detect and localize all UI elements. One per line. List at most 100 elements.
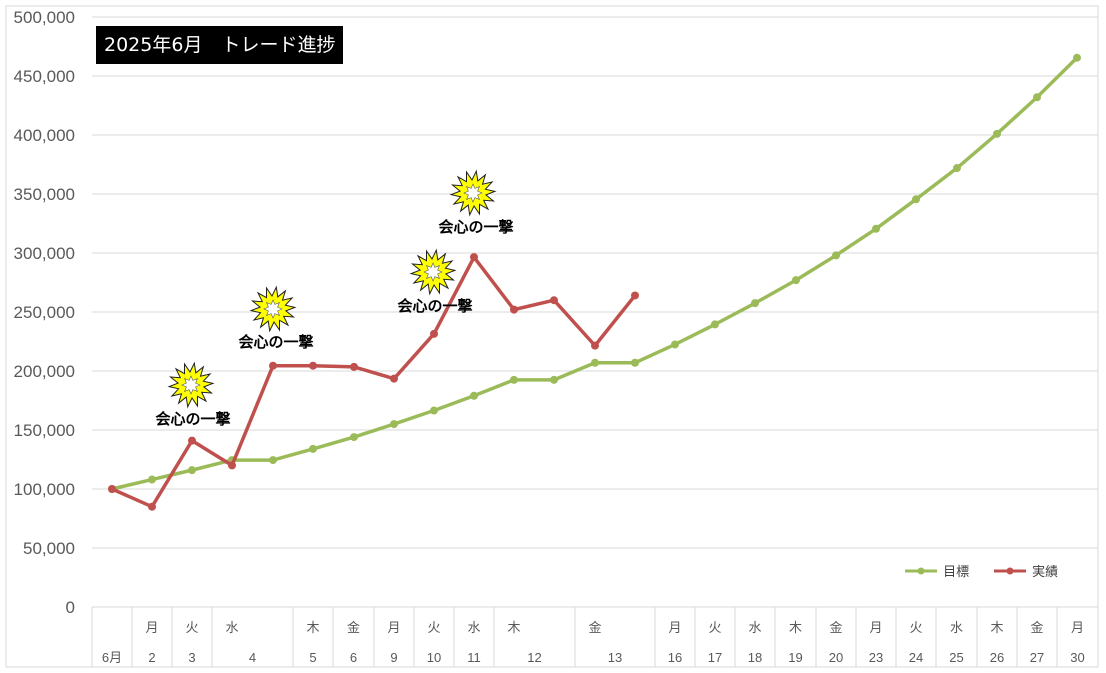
x-day-label: 13: [608, 650, 622, 665]
x-day-label: 6月: [102, 650, 122, 665]
burst-inner-icon: [423, 262, 443, 282]
legend-marker-actual: [994, 567, 1026, 575]
legend-label-target: 目標: [943, 565, 970, 580]
data-point: [711, 320, 719, 329]
legend-marker-target: [905, 567, 937, 575]
x-weekday-label: 月: [387, 620, 400, 635]
x-day-label: 18: [748, 650, 762, 665]
y-tick-label: 0: [66, 598, 75, 617]
y-tick-label: 450,000: [14, 67, 75, 86]
x-weekday-label: 水: [950, 620, 963, 635]
data-point: [470, 253, 478, 262]
x-day-label: 2: [148, 650, 155, 665]
annotation-label: 会心の一撃: [397, 297, 472, 315]
data-point: [350, 433, 358, 442]
x-day-label: 19: [788, 650, 802, 665]
series-line-実績: [111, 255, 637, 509]
data-point: [751, 299, 759, 308]
data-point: [510, 305, 518, 314]
y-tick-label: 350,000: [14, 185, 75, 204]
legend-item-actual: 実績: [992, 561, 1058, 580]
gridlines: [92, 16, 1098, 549]
y-axis-labels: 0 50,000 100,000 150,000 200,000 250,000 300,0…: [14, 8, 75, 617]
x-day-label: 11: [467, 650, 481, 665]
burst-inner-icon: [463, 183, 483, 203]
x-weekday-label: 金: [588, 620, 601, 635]
x-weekday-label: 木: [990, 620, 1003, 635]
x-weekday-label: 月: [668, 620, 681, 635]
data-point: [550, 375, 558, 384]
x-day-label: 24: [909, 650, 923, 665]
x-day-label: 23: [869, 650, 883, 665]
data-point: [792, 276, 800, 285]
x-day-label: 6: [350, 650, 357, 665]
x-day-label: 17: [708, 650, 722, 665]
data-point: [1033, 93, 1041, 102]
chart-title: 2025年6月 トレード進捗: [96, 26, 344, 64]
data-point: [390, 374, 398, 383]
annotation-label: 会心の一撃: [438, 218, 513, 236]
x-day-label: 30: [1070, 650, 1084, 665]
x-weekday-label: 木: [306, 620, 319, 635]
x-day-label: 4: [249, 650, 256, 665]
legend-label-actual: 実績: [1032, 565, 1059, 580]
data-point: [390, 420, 398, 429]
x-weekday-label: 月: [145, 620, 158, 635]
data-point: [912, 195, 920, 204]
x-day-label: 20: [829, 650, 843, 665]
x-day-label: 26: [990, 650, 1004, 665]
x-day-label: 25: [949, 650, 963, 665]
x-weekday-label: 火: [708, 620, 721, 635]
y-tick-label: 300,000: [14, 244, 75, 263]
y-tick-label: 500,000: [14, 8, 75, 27]
data-point: [188, 436, 196, 445]
data-point: [631, 358, 639, 367]
data-point: [188, 466, 196, 475]
data-point: [953, 164, 961, 173]
data-point: [148, 502, 156, 511]
data-point: [148, 475, 156, 484]
annotation-label: 会心の一撃: [155, 410, 230, 428]
x-weekday-label: 火: [427, 620, 440, 635]
x-weekday-label: 火: [909, 620, 922, 635]
x-day-label: 10: [427, 650, 441, 665]
x-weekday-label: 木: [507, 620, 520, 635]
x-weekday-label: 水: [225, 620, 238, 635]
x-day-label: 12: [527, 650, 541, 665]
data-point: [470, 391, 478, 400]
data-point: [631, 291, 639, 300]
y-tick-label: 400,000: [14, 126, 75, 145]
x-weekday-label: 月: [1071, 620, 1084, 635]
x-weekday-label: 水: [748, 620, 761, 635]
x-weekday-label: 水: [467, 620, 480, 635]
data-point: [309, 444, 317, 453]
y-tick-label: 100,000: [14, 480, 75, 499]
data-point: [269, 456, 277, 465]
x-weekday-label: 火: [185, 620, 198, 635]
data-point: [350, 362, 358, 371]
x-weekday-label: 金: [347, 620, 360, 635]
data-point: [430, 329, 438, 338]
x-day-label: 3: [188, 650, 195, 665]
y-tick-label: 250,000: [14, 303, 75, 322]
data-point: [309, 361, 317, 370]
data-point: [228, 461, 236, 470]
data-point: [591, 341, 599, 350]
y-tick-label: 50,000: [23, 539, 75, 558]
burst-inner-icon: [263, 299, 283, 319]
data-point: [108, 485, 116, 493]
x-weekday-label: 金: [1030, 620, 1043, 635]
data-point: [872, 224, 880, 233]
x-day-label: 27: [1030, 650, 1044, 665]
category-table: [91, 606, 1099, 667]
data-point: [510, 375, 518, 384]
chart-area: [5, 5, 1099, 668]
y-tick-label: 200,000: [14, 362, 75, 381]
data-point: [591, 358, 599, 367]
burst-inner-icon: [181, 375, 201, 395]
x-weekday-label: 月: [869, 620, 882, 635]
data-point: [269, 361, 277, 370]
series-lines: [108, 53, 1081, 511]
